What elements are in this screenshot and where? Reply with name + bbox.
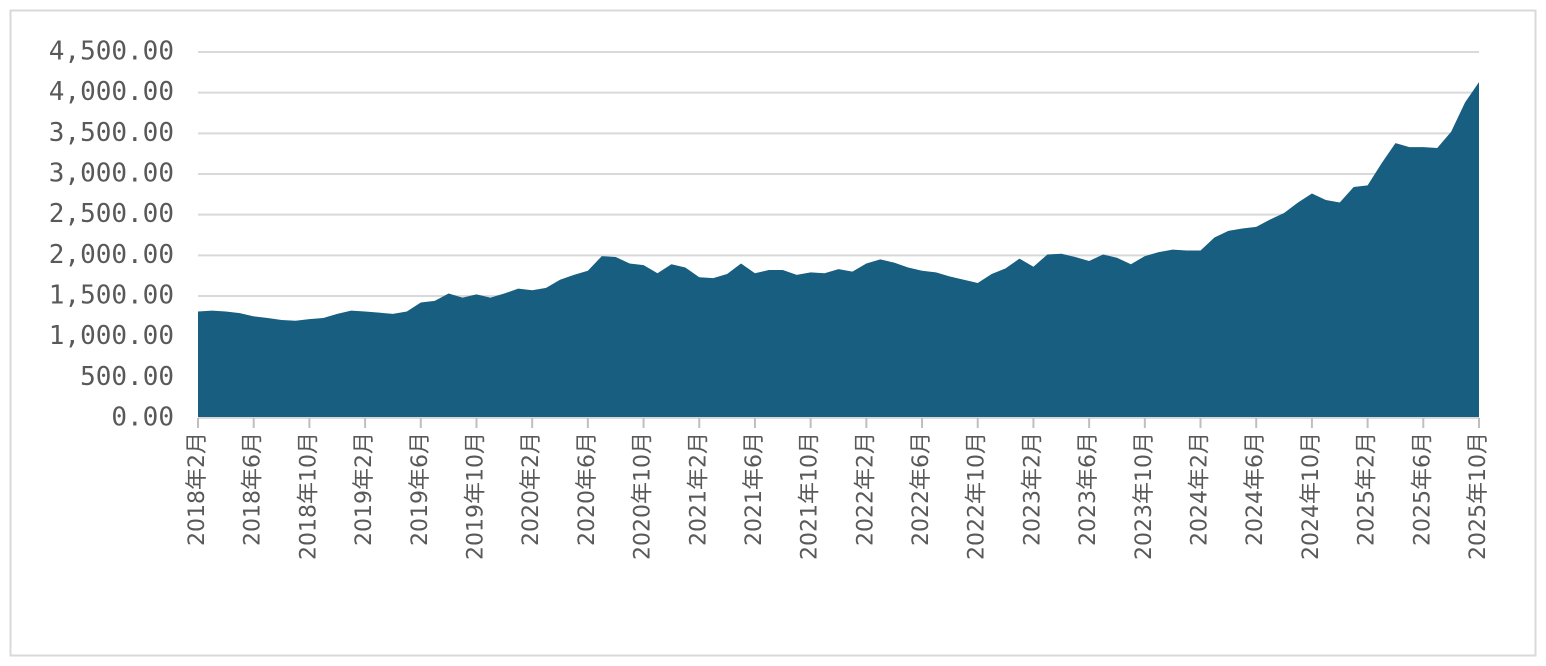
y-tick-label: 1,000.00: [49, 321, 174, 351]
x-tick-label: 2018年6月: [241, 432, 266, 546]
x-tick-label: 2019年2月: [352, 432, 377, 546]
y-tick-label: 3,500.00: [49, 118, 174, 148]
x-tick-label: 2023年10月: [1132, 432, 1157, 560]
y-tick-label: 1,500.00: [49, 281, 174, 311]
y-tick-label: 2,500.00: [49, 199, 174, 229]
y-tick-label: 4,000.00: [49, 77, 174, 107]
x-tick-label: 2023年6月: [1076, 432, 1101, 546]
x-tick-label: 2019年10月: [463, 432, 488, 560]
x-tick-label: 2025年10月: [1466, 432, 1491, 560]
x-tick-label: 2023年2月: [1020, 432, 1045, 546]
x-tick-label: 2020年10月: [631, 432, 656, 560]
y-tick-label: 0.00: [111, 403, 174, 433]
x-tick-label: 2024年10月: [1299, 432, 1324, 560]
x-tick-label: 2022年10月: [965, 432, 990, 560]
x-tick-label: 2024年2月: [1188, 432, 1213, 546]
x-tick-label: 2020年6月: [575, 432, 600, 546]
y-tick-label: 4,500.00: [49, 37, 174, 67]
x-tick-label: 2021年2月: [686, 432, 711, 546]
y-tick-label: 2,000.00: [49, 240, 174, 270]
x-tick-label: 2021年10月: [798, 432, 823, 560]
x-tick-label: 2018年10月: [296, 432, 321, 560]
x-tick-label: 2021年6月: [742, 432, 767, 546]
x-tick-label: 2019年6月: [408, 432, 433, 546]
x-tick-label: 2022年6月: [909, 432, 934, 546]
y-tick-label: 3,000.00: [49, 159, 174, 189]
x-tick-label: 2018年2月: [185, 432, 210, 546]
area: [198, 82, 1479, 419]
x-tick-label: 2022年2月: [853, 432, 878, 546]
x-tick-label: 2024年6月: [1243, 432, 1268, 546]
x-tick-label: 2025年2月: [1355, 432, 1380, 546]
x-tick-label: 2020年2月: [519, 432, 544, 546]
x-tick-label: 2025年6月: [1410, 432, 1435, 546]
y-tick-label: 500.00: [80, 362, 174, 392]
